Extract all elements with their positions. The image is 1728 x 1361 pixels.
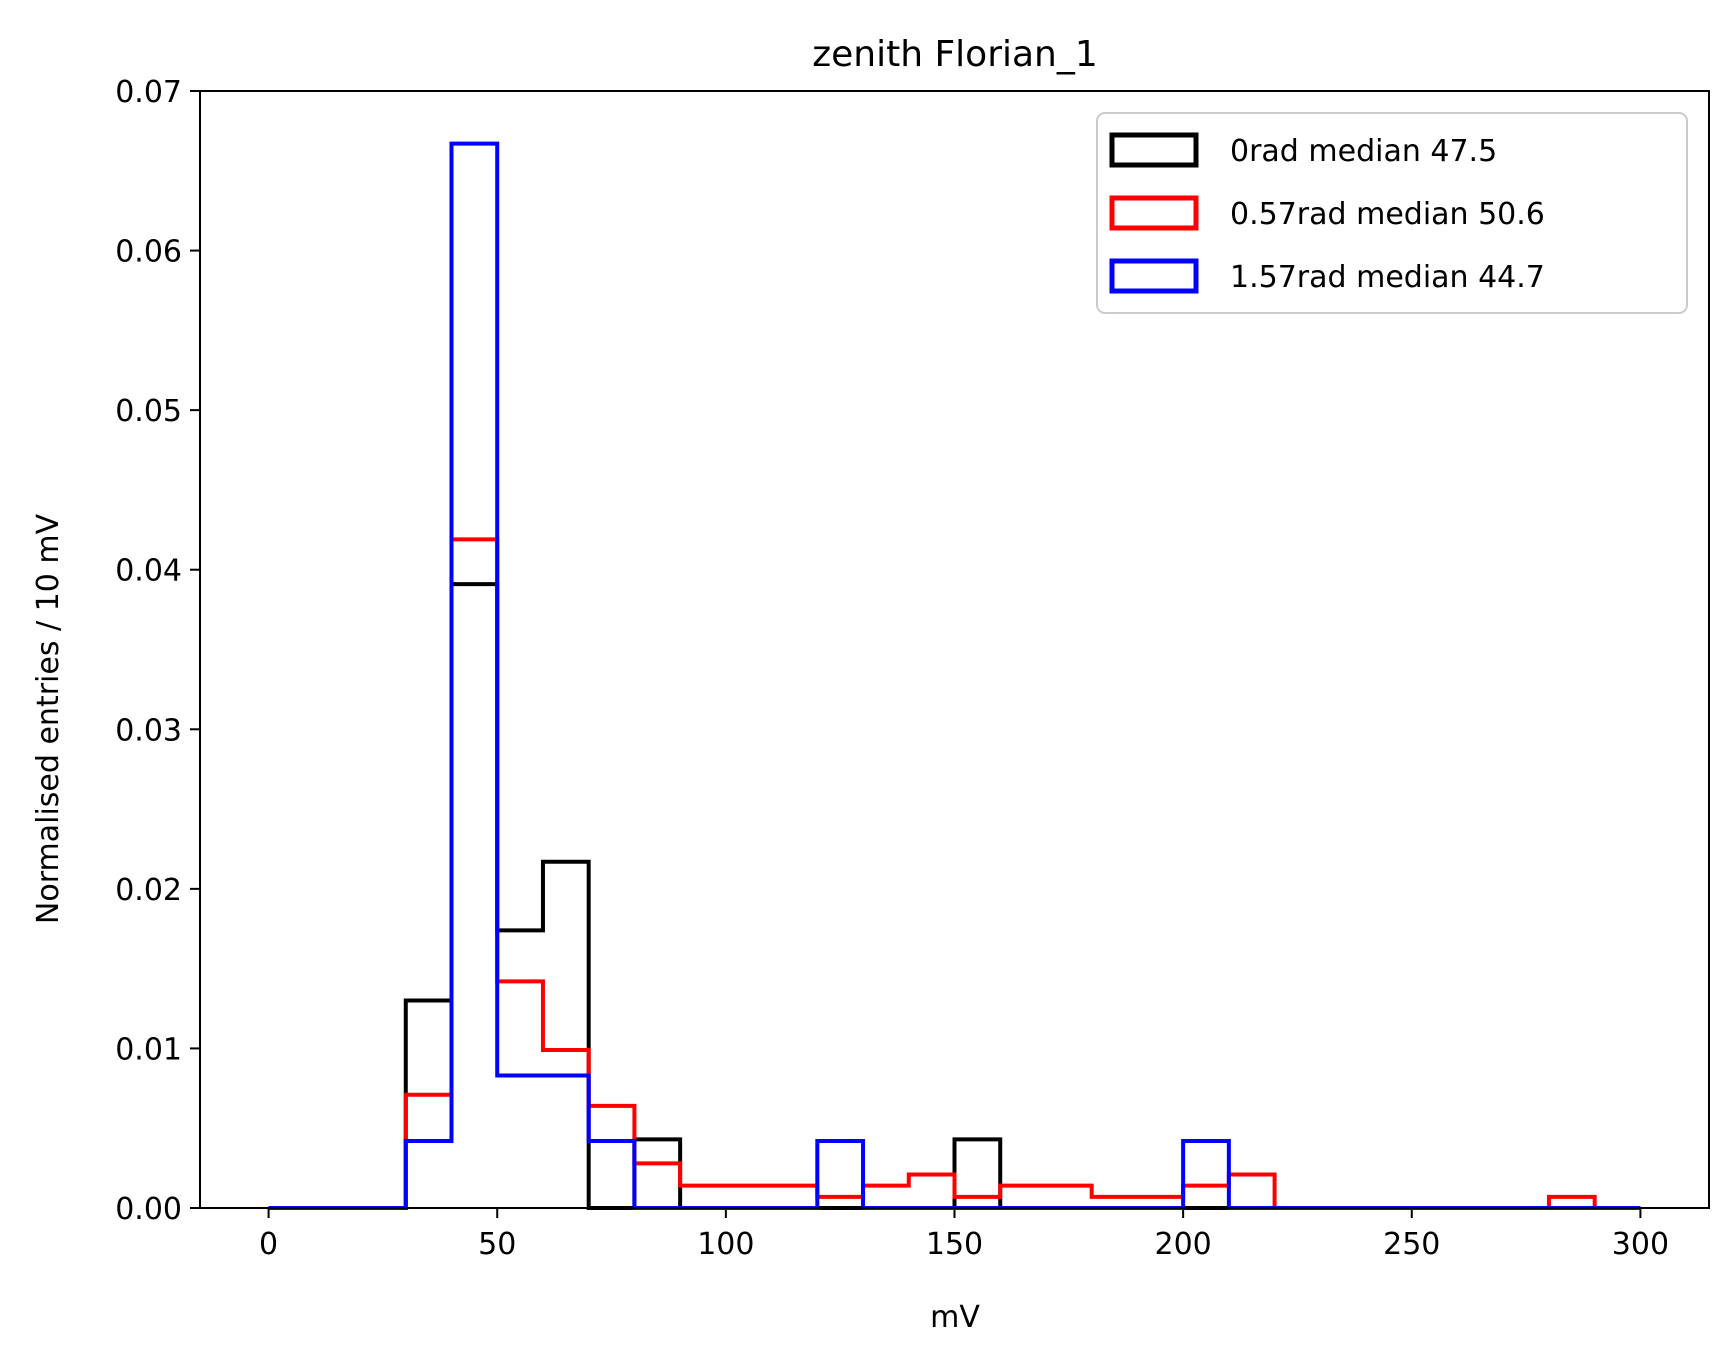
x-tick-label: 300 xyxy=(1612,1227,1669,1262)
y-tick-label: 0.04 xyxy=(115,554,182,589)
y-axis-title: Normalised entries / 10 mV xyxy=(31,513,66,924)
y-tick-label: 0.00 xyxy=(115,1192,182,1227)
legend-label-0: 0rad median 47.5 xyxy=(1230,134,1497,169)
x-axis-title: mV xyxy=(930,1300,980,1335)
y-tick-label: 0.01 xyxy=(115,1032,182,1067)
x-tick-label: 150 xyxy=(926,1227,983,1262)
x-tick-label: 100 xyxy=(697,1227,754,1262)
y-tick-label: 0.06 xyxy=(115,235,182,270)
chart-title: zenith Florian_1 xyxy=(812,34,1098,75)
y-tick-label: 0.05 xyxy=(115,394,182,429)
x-tick-label: 0 xyxy=(259,1227,278,1262)
x-tick-label: 50 xyxy=(478,1227,516,1262)
x-tick-label: 250 xyxy=(1383,1227,1440,1262)
x-axis-ticks: 0 50 100 150 200 250 300 xyxy=(259,1208,1669,1262)
legend-swatch-0 xyxy=(1109,132,1199,168)
legend-label-2: 1.57rad median 44.7 xyxy=(1230,260,1545,295)
y-tick-label: 0.07 xyxy=(115,75,182,110)
y-tick-label: 0.03 xyxy=(115,713,182,748)
axes-frame xyxy=(199,90,1710,1209)
y-tick-label: 0.02 xyxy=(115,873,182,908)
legend-label-1: 0.57rad median 50.6 xyxy=(1230,197,1545,232)
legend-swatch-1 xyxy=(1109,195,1199,231)
legend-swatch-2 xyxy=(1109,258,1199,294)
legend: 0rad median 47.5 0.57rad median 50.6 1.57r… xyxy=(1096,112,1688,314)
x-tick-label: 200 xyxy=(1155,1227,1212,1262)
legend-frame xyxy=(1096,112,1688,314)
y-axis-ticks: 0.00 0.01 0.02 0.03 0.04 0.05 0.06 0.07 xyxy=(115,75,200,1227)
